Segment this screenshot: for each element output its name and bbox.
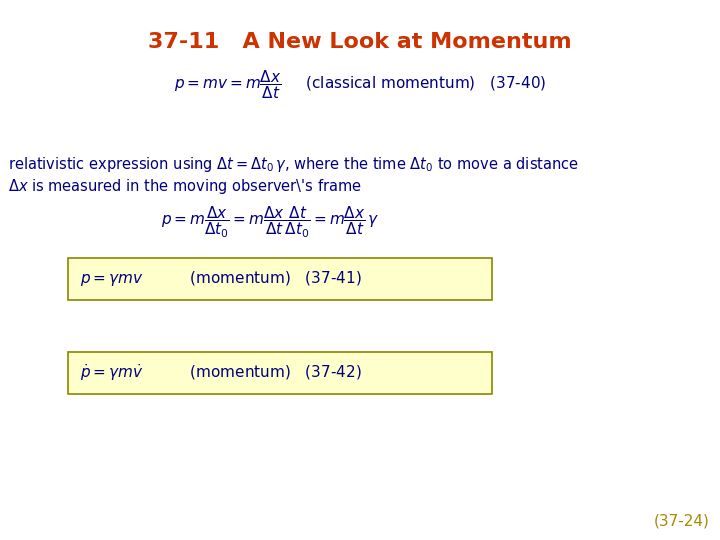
Text: $p = m\dfrac{\Delta x}{\Delta t_0} = m\dfrac{\Delta x}{\Delta t}\dfrac{\Delta t}: $p = m\dfrac{\Delta x}{\Delta t_0} = m\d… (161, 205, 379, 240)
Text: (37-24): (37-24) (654, 513, 710, 528)
Text: relativistic expression using $\Delta t = \Delta t_0\,\gamma$, where the time $\: relativistic expression using $\Delta t … (8, 155, 579, 174)
Text: $p = mv = m\dfrac{\Delta x}{\Delta t}$     (classical momentum)   (37-40): $p = mv = m\dfrac{\Delta x}{\Delta t}$ (… (174, 68, 546, 101)
Text: $\dot{p} = \gamma m\dot{v}$          (momentum)   (37-42): $\dot{p} = \gamma m\dot{v}$ (momentum) (… (80, 362, 361, 383)
Text: $p = \gamma mv$          (momentum)   (37-41): $p = \gamma mv$ (momentum) (37-41) (80, 269, 361, 288)
FancyBboxPatch shape (68, 258, 492, 300)
Text: 37-11   A New Look at Momentum: 37-11 A New Look at Momentum (148, 32, 572, 52)
FancyBboxPatch shape (68, 352, 492, 394)
Text: $\Delta x$ is measured in the moving observer\'s frame: $\Delta x$ is measured in the moving obs… (8, 177, 362, 196)
